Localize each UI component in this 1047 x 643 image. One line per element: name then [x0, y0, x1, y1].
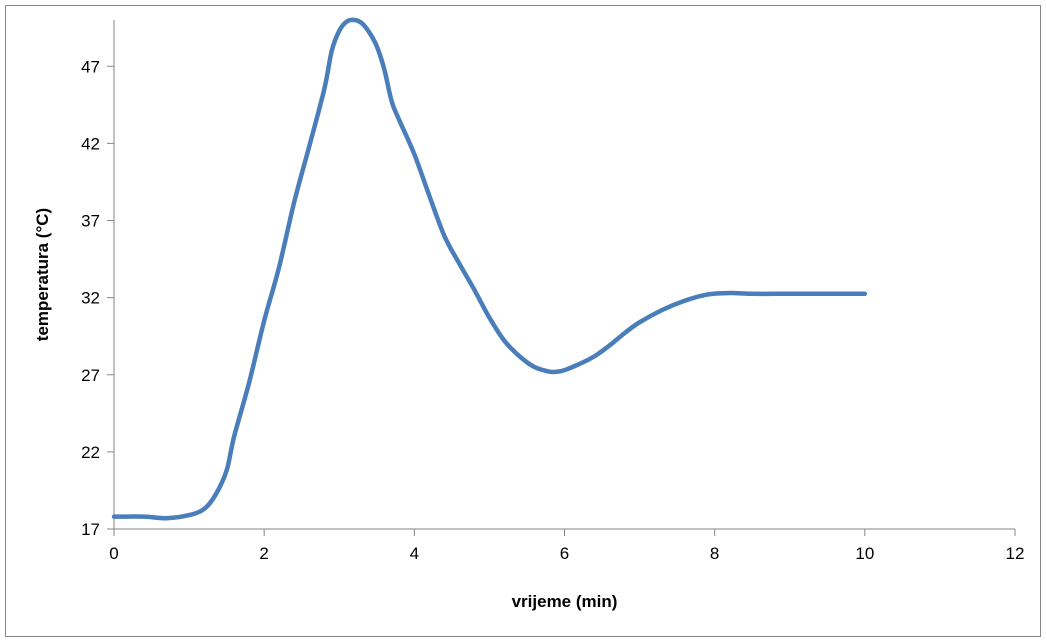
axes: [113, 20, 1015, 530]
y-tick-label: 32: [81, 289, 100, 308]
y-tick-labels: 17 22 27 32 37 42 47: [81, 57, 100, 539]
y-tick-label: 17: [81, 520, 100, 539]
y-tick-label: 47: [81, 57, 100, 76]
chart-frame: [5, 5, 1041, 637]
x-axis-title: vrijeme (min): [512, 592, 618, 611]
x-tick-label: 8: [710, 544, 719, 563]
x-tick-labels: 0 2 4 6 8 10 12: [109, 544, 1024, 563]
x-tick-label: 2: [259, 544, 268, 563]
y-tick-label: 27: [81, 366, 100, 385]
x-tick-label: 10: [855, 544, 874, 563]
y-tick-label: 37: [81, 212, 100, 231]
temperature-series-line: [111, 17, 868, 521]
x-tick-label: 0: [109, 544, 118, 563]
y-tick-label: 22: [81, 443, 100, 462]
x-tick-label: 12: [1006, 544, 1025, 563]
x-tick-label: 4: [410, 544, 419, 563]
x-tick-label: 6: [560, 544, 569, 563]
y-tick-label: 42: [81, 134, 100, 153]
y-axis-title: temperatura (°C): [33, 208, 52, 341]
tick-marks: [107, 65, 1016, 536]
